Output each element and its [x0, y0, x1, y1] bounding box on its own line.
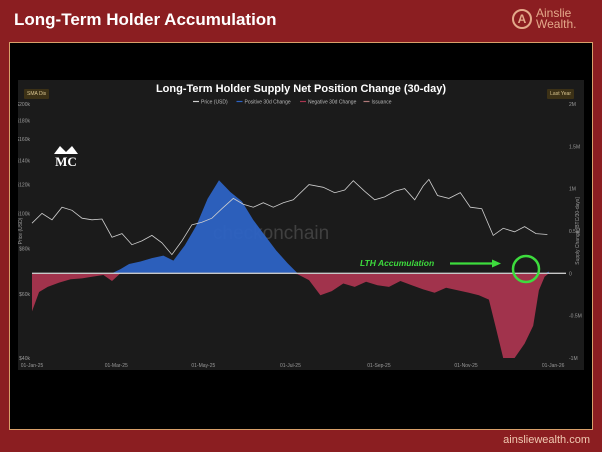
- legend-entry: Issuance: [372, 100, 392, 106]
- y-left-tick: $180k: [18, 119, 30, 125]
- brand-name-line1: Ainslie: [536, 6, 572, 20]
- y-right-tick: 0.5M: [569, 229, 580, 235]
- legend-entry: Negative 30d Change: [308, 100, 357, 106]
- x-tick: 01-Nov-25: [454, 363, 478, 369]
- x-tick: 01-Jan-25: [21, 363, 44, 369]
- x-tick: 01-May-25: [191, 363, 215, 369]
- page-title: Long-Term Holder Accumulation: [14, 10, 277, 29]
- price-line: [31, 178, 548, 256]
- brand-logo: A Ainslie Wealth.: [512, 6, 592, 36]
- y-left-tick: $200k: [18, 102, 30, 108]
- brand-name: Ainslie Wealth.: [536, 6, 577, 31]
- y-left-label: Price (USD): [18, 217, 24, 244]
- highlight-circle: [511, 254, 541, 284]
- y-left-tick: $140k: [18, 158, 30, 164]
- annotation-arrowhead-icon: [492, 259, 501, 268]
- x-tick: 01-Jan-26: [542, 363, 565, 369]
- y-right-tick: -1M: [569, 356, 578, 362]
- y-left-tick: $120k: [18, 183, 30, 189]
- brand-monogram-icon: A: [512, 9, 532, 29]
- y-right-tick: 1M: [569, 187, 576, 193]
- watermark-logo: MC: [55, 154, 77, 169]
- y-left-tick: $160k: [18, 137, 30, 143]
- negative-change-area: [32, 273, 549, 358]
- chart-title: Long-Term Holder Supply Net Position Cha…: [156, 83, 446, 95]
- y-right-tick: 0: [569, 271, 572, 277]
- x-tick: 01-Jul-25: [280, 363, 301, 369]
- legend-entry: Positive 30d Change: [245, 100, 291, 106]
- y-left-tick: $80k: [19, 247, 30, 253]
- plot-area: [32, 104, 566, 358]
- brand-name-line2: Wealth.: [536, 17, 577, 31]
- timeframe-chip[interactable]: Last Year: [547, 89, 574, 99]
- y-right-tick: 1.5M: [569, 144, 580, 150]
- x-tick: 01-Mar-25: [105, 363, 128, 369]
- footer-url[interactable]: ainsliewealth.com: [503, 434, 590, 446]
- y-left-tick: $40k: [19, 356, 30, 362]
- annotation-label: LTH Accumulation: [360, 258, 434, 268]
- x-tick: 01-Sep-25: [367, 363, 391, 369]
- legend-entry: Price (USD): [201, 100, 228, 106]
- y-left-tick: $60k: [19, 292, 30, 298]
- chart-panel: Long-Term Holder Supply Net Position Cha…: [18, 80, 584, 370]
- y-right-tick: 2M: [569, 102, 576, 108]
- y-right-label: Supply Change [BTC/30-days]: [575, 197, 581, 265]
- sma-chip[interactable]: SMA Dis: [24, 89, 50, 99]
- crown-icon: [54, 146, 78, 154]
- y-left-tick: $100k: [18, 211, 30, 217]
- chart: Long-Term Holder Supply Net Position Cha…: [18, 83, 582, 369]
- y-right-tick: -0.5M: [569, 314, 582, 320]
- plot-layer: Long-Term Holder Supply Net Position Cha…: [18, 83, 582, 369]
